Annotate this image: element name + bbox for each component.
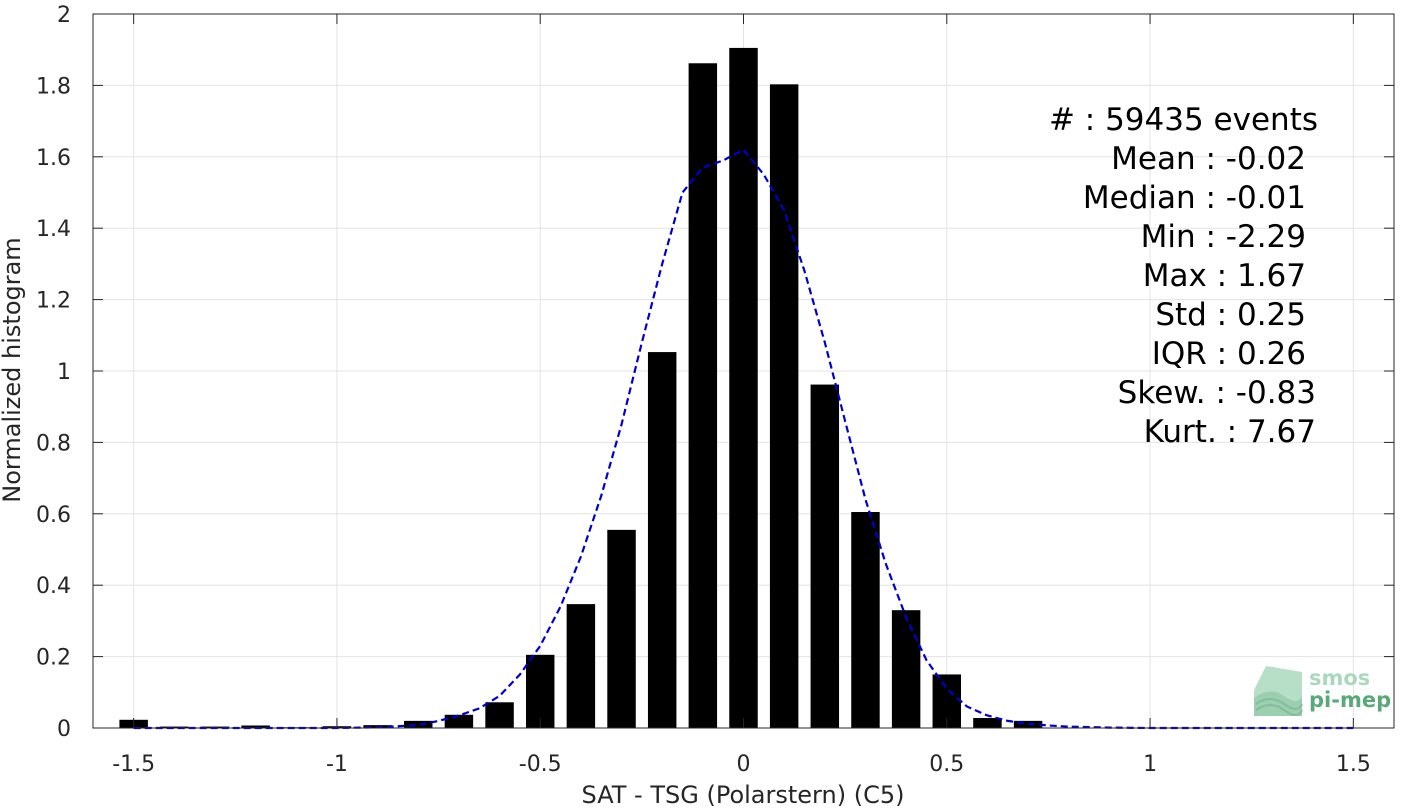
stats-line-4: Max : 1.67 xyxy=(1143,258,1306,294)
histogram-bar-14 xyxy=(688,63,718,729)
y-tick-label-7: 1.4 xyxy=(36,217,71,242)
stats-line-8: Kurt. : 7.67 xyxy=(1144,414,1316,450)
stats-line-0: # : 59435 events xyxy=(1049,102,1318,138)
smos-pi-mep-logo: smos pi-mep xyxy=(1254,666,1391,716)
logo-text-pi-mep: pi-mep xyxy=(1309,688,1391,712)
histogram-bar-21 xyxy=(973,718,1002,728)
axis-ticks: -1.5 -1 -0.5 0 0.5 1 1.5 0 0.2 0.4 0.6 0.8 1 1.2 1.4 1.… xyxy=(36,3,1394,777)
y-tick-label-3: 0.6 xyxy=(36,503,71,528)
histogram-bar-7 xyxy=(404,720,433,728)
logo-text-smos: smos xyxy=(1309,666,1370,690)
y-tick-label-6: 1.2 xyxy=(36,289,71,314)
stats-line-2: Median : -0.01 xyxy=(1083,180,1306,216)
histogram-bar-9 xyxy=(485,702,514,728)
x-tick-label-6: 1.5 xyxy=(1336,752,1371,777)
wave-logo-icon xyxy=(1254,666,1303,716)
histogram-bar-15 xyxy=(729,47,758,729)
stats-line-7: Skew. : -0.83 xyxy=(1118,375,1316,411)
stats-line-5: Std : 0.25 xyxy=(1155,297,1306,333)
x-tick-label-4: 0.5 xyxy=(929,752,964,777)
x-tick-label-3: 0 xyxy=(737,752,751,777)
y-tick-label-8: 1.6 xyxy=(36,146,71,171)
y-tick-label-0: 0 xyxy=(57,717,71,742)
histogram-bar-1 xyxy=(160,726,189,728)
stats-line-3: Min : -2.29 xyxy=(1141,219,1306,255)
fit-curve xyxy=(133,148,1354,730)
histogram-bar-12 xyxy=(607,529,636,728)
y-tick-label-10: 2 xyxy=(57,3,71,28)
y-axis-label: Normalized histogram xyxy=(0,237,26,502)
histogram-bars xyxy=(119,47,1043,729)
histogram-bar-13 xyxy=(647,352,677,728)
histogram-bar-3 xyxy=(241,725,270,728)
y-tick-label-5: 1 xyxy=(57,360,71,385)
histogram-bar-11 xyxy=(566,604,596,728)
histogram-bar-18 xyxy=(851,512,880,728)
y-tick-label-4: 0.8 xyxy=(36,431,71,456)
stats-line-1: Mean : -0.02 xyxy=(1111,141,1306,177)
histogram-bar-8 xyxy=(444,714,474,728)
y-tick-label-1: 0.2 xyxy=(36,646,71,671)
histogram-bar-10 xyxy=(525,654,555,728)
x-axis-label: SAT - TSG (Polarstern) (C5) xyxy=(582,781,905,809)
x-tick-label-0: -1.5 xyxy=(112,752,155,777)
x-tick-label-5: 1 xyxy=(1143,752,1157,777)
histogram-bar-17 xyxy=(810,384,840,728)
histogram-bar-16 xyxy=(769,84,799,729)
y-tick-label-2: 0.4 xyxy=(36,574,71,599)
y-tick-label-9: 1.8 xyxy=(36,74,71,99)
x-tick-label-2: -0.5 xyxy=(519,752,562,777)
histogram-bar-19 xyxy=(891,610,921,728)
fit-curve-line xyxy=(133,148,1354,730)
stats-line-6: IQR : 0.26 xyxy=(1152,336,1306,372)
x-tick-label-1: -1 xyxy=(326,752,348,777)
